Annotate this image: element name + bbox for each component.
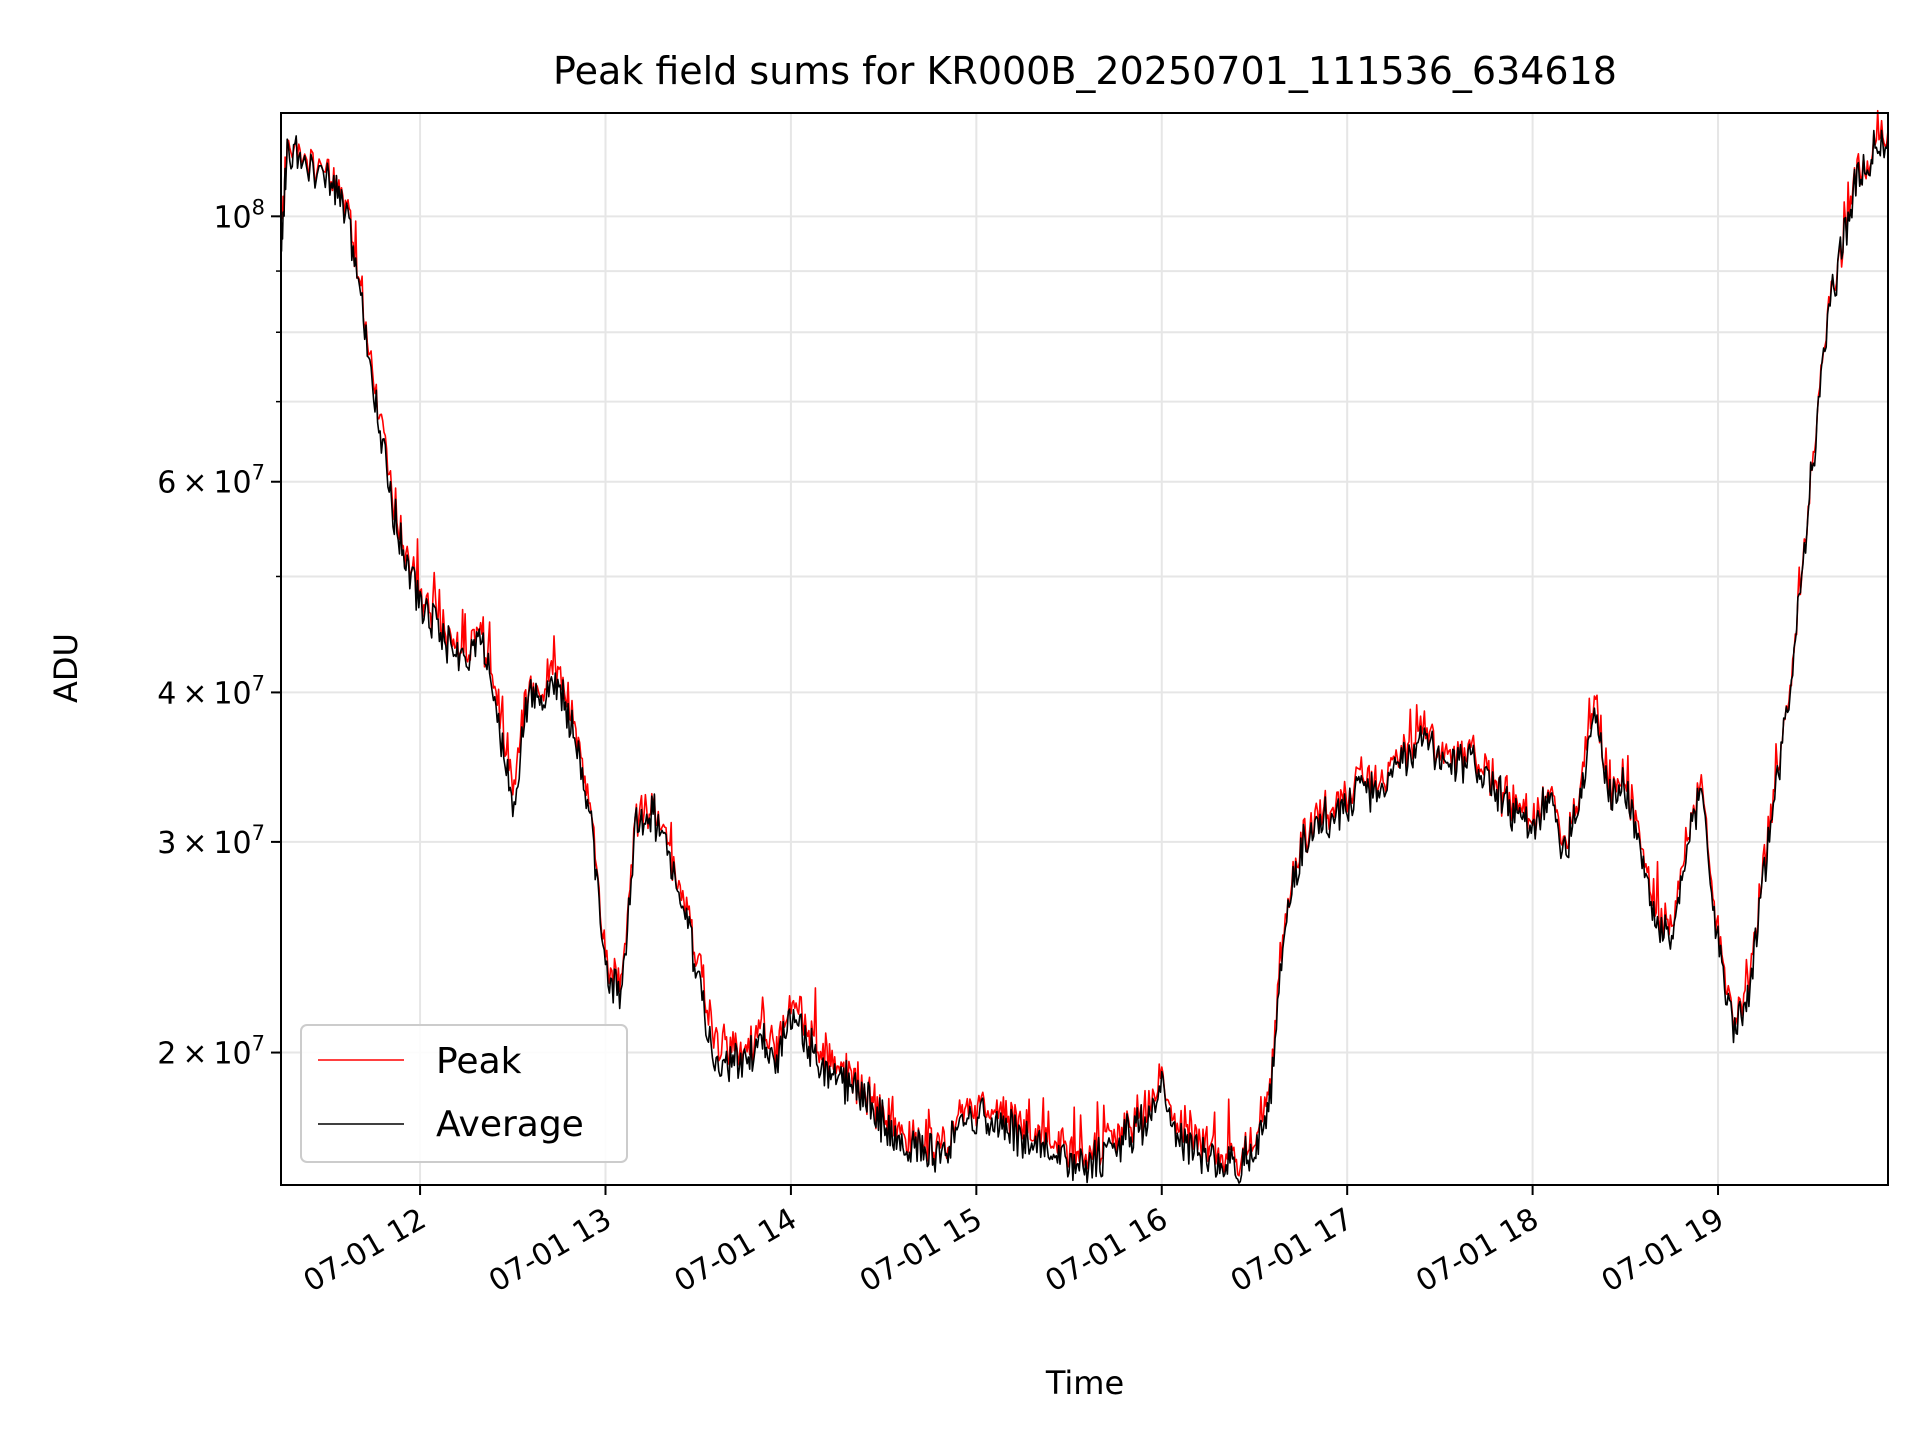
legend: Peak Average [300, 1024, 628, 1163]
series-group [280, 109, 1889, 1184]
series-line-average [280, 129, 1889, 1184]
series-line-peak [280, 109, 1889, 1177]
legend-label-average: Average [436, 1104, 584, 1145]
y-axis: 2 × 107 3 × 107 4 × 107 6 × 107 108 [157, 195, 281, 1072]
y-tick-label: 2 × 107 [157, 1032, 265, 1072]
y-axis-title: ADU [47, 633, 85, 703]
y-tick-label: 6 × 107 [157, 461, 265, 501]
y-tick-label: 108 [213, 195, 265, 235]
legend-label-peak: Peak [436, 1041, 522, 1082]
x-axis-title: Time [1045, 1364, 1124, 1402]
plot-frame [280, 112, 1889, 1186]
y-tick-label: 4 × 107 [157, 671, 265, 711]
chart-title: Peak field sums for KR000B_20250701_1115… [553, 49, 1617, 93]
y-tick-label: 3 × 107 [157, 821, 265, 861]
